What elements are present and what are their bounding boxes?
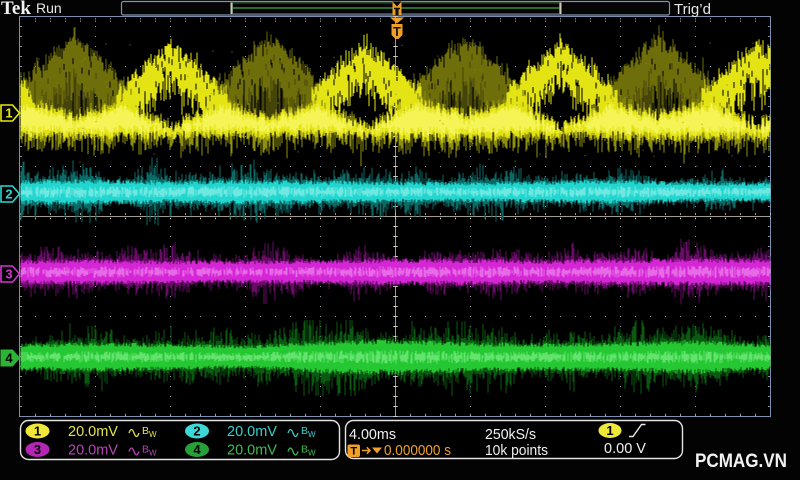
svg-text:B: B [142, 444, 149, 456]
svg-text:B: B [142, 425, 149, 437]
svg-text:W: W [308, 430, 316, 439]
svg-text:0.00 V: 0.00 V [604, 440, 646, 457]
svg-text:PCMAG.VN: PCMAG.VN [695, 451, 787, 472]
svg-text:1: 1 [5, 106, 12, 121]
svg-text:4.00ms: 4.00ms [349, 426, 396, 443]
svg-text:4: 4 [193, 442, 201, 457]
svg-text:2: 2 [5, 187, 12, 202]
svg-text:Trig’d: Trig’d [674, 1, 711, 18]
svg-text:250kS/s: 250kS/s [485, 426, 536, 443]
svg-text:2: 2 [193, 424, 200, 439]
svg-text:1: 1 [34, 424, 41, 439]
svg-text:B: B [301, 425, 308, 437]
svg-text:W: W [149, 449, 157, 458]
svg-text:0.000000 s: 0.000000 s [384, 442, 451, 459]
svg-text:20.0mV: 20.0mV [68, 424, 118, 440]
svg-text:10k points: 10k points [485, 442, 548, 459]
svg-text:4: 4 [5, 351, 13, 366]
svg-text:T: T [393, 24, 401, 39]
svg-text:20.0mV: 20.0mV [68, 443, 118, 459]
svg-text:B: B [301, 444, 308, 456]
svg-text:T: T [350, 446, 357, 458]
svg-text:3: 3 [5, 267, 12, 282]
svg-text:20.0mV: 20.0mV [227, 443, 277, 459]
svg-text:20.0mV: 20.0mV [227, 424, 277, 440]
svg-text:3: 3 [34, 442, 41, 457]
svg-text:Run: Run [36, 0, 62, 16]
svg-text:W: W [308, 449, 316, 458]
svg-text:1: 1 [606, 423, 613, 438]
svg-text:Tek: Tek [1, 0, 31, 19]
svg-text:W: W [149, 430, 157, 439]
